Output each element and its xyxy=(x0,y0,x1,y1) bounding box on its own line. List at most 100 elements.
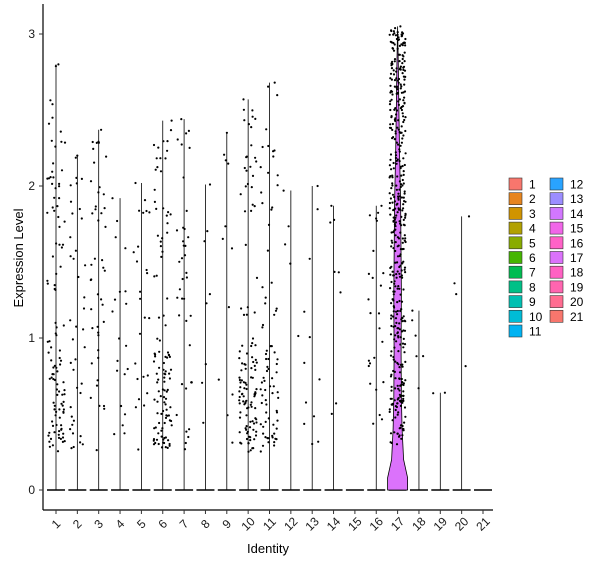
data-point xyxy=(403,69,407,72)
data-point xyxy=(396,287,399,290)
data-point xyxy=(398,160,401,163)
data-point xyxy=(135,260,139,263)
data-point xyxy=(244,243,247,246)
data-point xyxy=(51,206,54,209)
x-tick-label: 14 xyxy=(324,514,344,534)
data-point xyxy=(53,209,56,212)
data-point xyxy=(398,208,401,211)
data-point xyxy=(404,37,407,41)
data-point xyxy=(262,432,265,435)
data-point xyxy=(100,212,103,215)
data-point xyxy=(391,60,394,64)
data-point xyxy=(153,200,156,203)
data-point xyxy=(166,388,169,391)
data-point xyxy=(270,281,273,284)
x-tick-label: 2 xyxy=(70,516,85,531)
data-point xyxy=(389,153,393,156)
data-point xyxy=(392,41,395,45)
data-point xyxy=(245,437,249,441)
data-point xyxy=(246,182,249,186)
data-point xyxy=(404,237,407,240)
data-point xyxy=(142,375,145,378)
data-point xyxy=(308,257,311,260)
data-point xyxy=(259,388,262,391)
data-point xyxy=(411,309,414,312)
data-point xyxy=(395,443,399,446)
data-point xyxy=(250,344,253,348)
data-point xyxy=(69,184,72,187)
data-point xyxy=(75,182,78,185)
data-point xyxy=(392,358,395,361)
data-point xyxy=(399,167,402,170)
data-point xyxy=(238,395,241,399)
data-point xyxy=(175,413,178,417)
data-point xyxy=(388,201,391,205)
data-point xyxy=(394,325,397,328)
data-point xyxy=(123,373,126,376)
x-tick-label: 18 xyxy=(409,514,429,534)
data-point xyxy=(391,182,394,185)
data-point xyxy=(60,246,64,249)
data-point xyxy=(400,274,403,277)
data-point xyxy=(168,442,171,446)
data-point xyxy=(269,385,272,388)
data-point xyxy=(329,221,332,224)
data-point xyxy=(388,192,391,195)
data-point xyxy=(303,422,306,425)
data-point xyxy=(240,369,243,372)
data-point xyxy=(46,211,49,214)
data-point xyxy=(239,381,242,384)
data-point xyxy=(205,302,208,305)
data-point xyxy=(394,408,397,412)
data-point xyxy=(393,79,397,82)
data-point xyxy=(175,229,179,232)
legend-item-6: 6 xyxy=(508,251,536,265)
data-point xyxy=(243,210,247,213)
data-point xyxy=(399,231,402,234)
data-point xyxy=(158,350,161,353)
data-point xyxy=(203,240,206,243)
y-tick-label: 0 xyxy=(28,483,35,497)
data-point xyxy=(238,378,241,382)
data-point xyxy=(396,413,399,416)
violin-group-13 xyxy=(303,184,322,491)
data-point xyxy=(182,176,185,179)
data-point xyxy=(398,60,401,63)
data-point xyxy=(377,312,381,315)
data-point xyxy=(394,154,398,157)
data-point xyxy=(51,373,54,376)
data-point xyxy=(166,446,169,449)
violin-group-18 xyxy=(409,309,428,491)
data-point xyxy=(56,393,59,396)
data-point xyxy=(50,359,53,362)
data-point xyxy=(154,353,157,356)
data-point xyxy=(397,350,400,353)
data-point xyxy=(248,435,251,438)
data-point xyxy=(71,338,74,341)
data-point xyxy=(271,206,274,209)
data-point xyxy=(254,434,258,437)
data-point xyxy=(253,311,256,314)
data-point xyxy=(390,67,394,70)
data-point xyxy=(53,404,56,407)
data-point xyxy=(404,44,407,47)
data-point xyxy=(159,245,162,248)
data-point xyxy=(71,212,74,215)
data-point xyxy=(245,414,248,417)
data-point xyxy=(93,257,96,260)
data-point xyxy=(51,103,54,106)
data-point xyxy=(91,140,94,144)
data-point xyxy=(389,197,392,200)
data-point xyxy=(168,372,171,375)
data-point xyxy=(391,47,394,50)
data-point xyxy=(167,211,170,214)
legend-item-10: 10 xyxy=(508,310,543,324)
data-point xyxy=(400,224,403,227)
data-point xyxy=(303,310,306,313)
data-point xyxy=(401,137,404,140)
data-point xyxy=(393,200,396,203)
data-point xyxy=(51,182,54,185)
data-point xyxy=(396,432,399,435)
data-point xyxy=(55,272,58,275)
data-point xyxy=(392,69,395,72)
